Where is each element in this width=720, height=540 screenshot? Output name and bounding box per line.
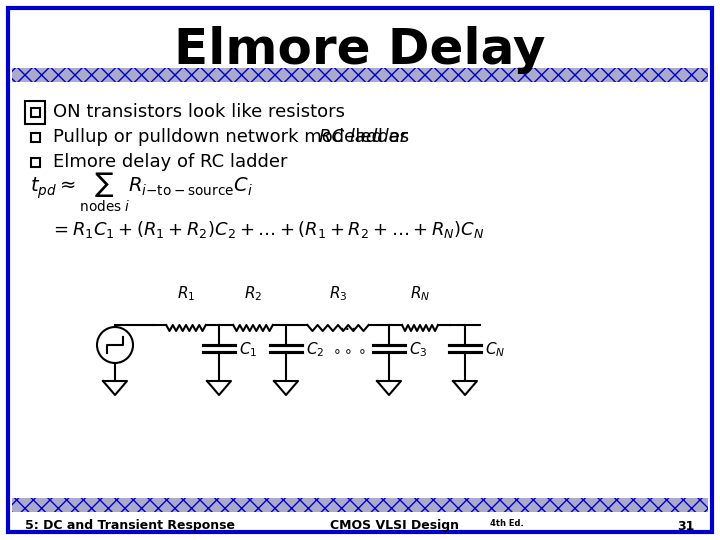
Text: 31: 31 — [678, 519, 695, 532]
Text: $\circ\circ\circ$: $\circ\circ\circ$ — [331, 343, 366, 357]
Text: $R_N$: $R_N$ — [410, 284, 430, 303]
Text: $R_1$: $R_1$ — [177, 284, 196, 303]
Text: $R_2$: $R_2$ — [244, 284, 263, 303]
Text: $R_3$: $R_3$ — [329, 284, 348, 303]
Text: $C_1$: $C_1$ — [239, 341, 257, 359]
Text: $C_2$: $C_2$ — [306, 341, 324, 359]
Bar — [12, 68, 708, 82]
Text: Pullup or pulldown network modeled as: Pullup or pulldown network modeled as — [53, 128, 415, 146]
Text: 5: DC and Transient Response: 5: DC and Transient Response — [25, 519, 235, 532]
Bar — [12, 498, 708, 512]
Text: Elmore Delay: Elmore Delay — [174, 26, 546, 74]
Text: ❏: ❏ — [27, 103, 42, 121]
Text: Elmore delay of RC ladder: Elmore delay of RC ladder — [53, 153, 287, 171]
Text: $= R_1 C_1 + (R_1 + R_2)C_2 + \ldots + (R_1 + R_2 + \ldots + R_N)C_N$: $= R_1 C_1 + (R_1 + R_2)C_2 + \ldots + (… — [50, 219, 485, 240]
Text: CMOS VLSI Design: CMOS VLSI Design — [330, 519, 459, 532]
Text: ...: ... — [339, 315, 358, 334]
Bar — [30, 158, 40, 166]
Text: $t_{pd} \approx \sum_{\mathrm{nodes}\; i} R_{i\mathrm{-to-source}} C_i$: $t_{pd} \approx \sum_{\mathrm{nodes}\; i… — [30, 171, 253, 214]
FancyBboxPatch shape — [8, 8, 712, 532]
Text: ON transistors look like resistors: ON transistors look like resistors — [53, 103, 345, 121]
Text: RC ladder: RC ladder — [319, 128, 407, 146]
Text: $C_N$: $C_N$ — [485, 341, 505, 359]
Text: $C_3$: $C_3$ — [409, 341, 428, 359]
Bar — [30, 107, 40, 117]
Text: 4th Ed.: 4th Ed. — [490, 518, 523, 528]
Bar — [30, 132, 40, 141]
